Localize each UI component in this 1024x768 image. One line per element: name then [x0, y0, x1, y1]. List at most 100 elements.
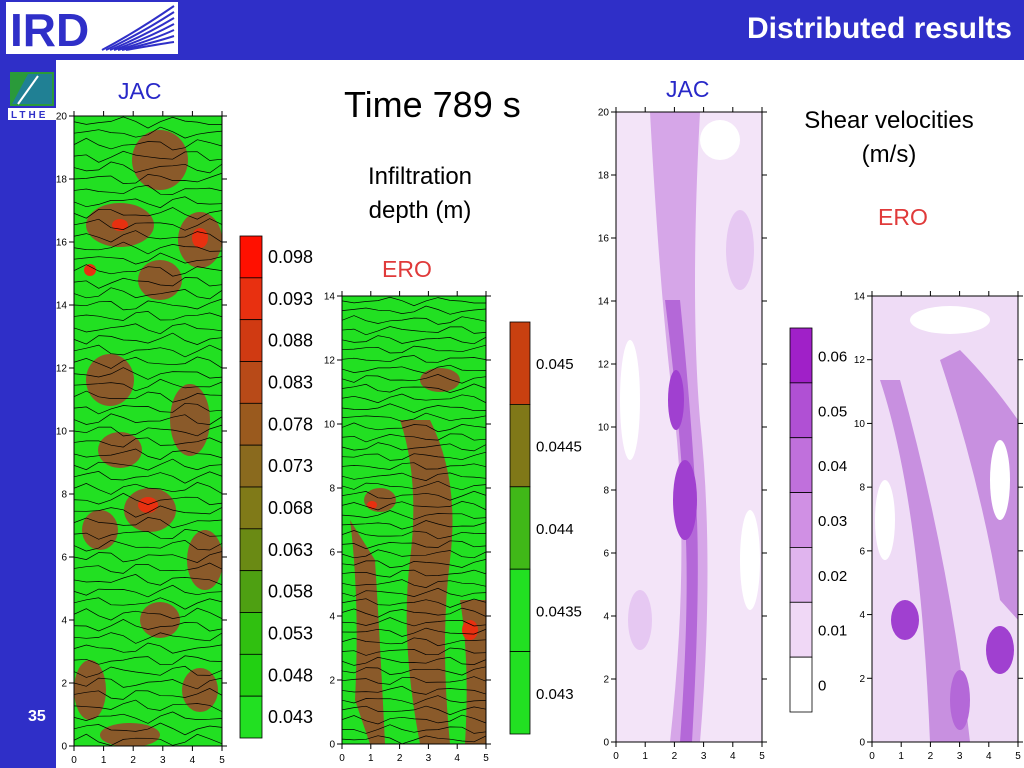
y-tick-label: 2 [603, 675, 609, 686]
y-tick-label: 2 [859, 674, 865, 685]
slide-number: 35 [28, 708, 46, 725]
y-tick-label: 16 [598, 234, 610, 245]
x-tick-label: 1 [898, 751, 904, 762]
colorbar-swatch [239, 486, 263, 530]
jac-infiltration-label: JAC [118, 78, 162, 104]
x-tick-label: 3 [957, 751, 963, 762]
colorbar-label: 0.0445 [536, 439, 582, 456]
colorbar-swatch [789, 327, 813, 384]
infiltration-title: Infiltration depth (m) [352, 160, 488, 228]
y-tick-label: 0 [859, 738, 865, 749]
x-tick-label: 1 [368, 753, 374, 764]
y-tick-label: 18 [598, 171, 610, 182]
x-tick-label: 0 [613, 751, 619, 762]
colorbar-swatch [789, 437, 813, 493]
y-tick-label: 0 [329, 740, 335, 751]
y-tick-label: 2 [329, 676, 335, 687]
x-tick-label: 1 [101, 755, 107, 766]
x-tick-label: 2 [928, 751, 934, 762]
left-sidebar [0, 60, 56, 768]
colorbar-swatch [509, 651, 531, 735]
y-tick-label: 0 [61, 742, 67, 753]
y-tick-label: 6 [603, 549, 609, 560]
infiltration-jac-colorbar: 0.098 0.093 0.088 0.083 0.078 0.073 0.068 0.063… [239, 235, 313, 739]
y-tick-label: 14 [854, 292, 866, 303]
colorbar-swatch [789, 492, 813, 548]
colorbar-swatch [509, 321, 531, 405]
y-tick-label: 0 [603, 738, 609, 749]
x-tick-label: 4 [190, 755, 196, 766]
colorbar-label: 0.088 [268, 331, 313, 351]
colorbar-swatch [789, 656, 813, 713]
x-tick-label: 5 [219, 755, 225, 766]
x-tick-label: 2 [130, 755, 136, 766]
y-tick-label: 6 [859, 546, 865, 557]
colorbar-swatch [239, 235, 263, 279]
colorbar-label: 0.04 [818, 458, 847, 475]
x-tick-label: 2 [672, 751, 678, 762]
y-tick-label: 20 [598, 108, 610, 119]
colorbar-label: 0.073 [268, 456, 313, 476]
colorbar-swatch [509, 403, 531, 488]
infiltration-jac-plot [73, 115, 223, 747]
y-tick-label: 6 [61, 553, 67, 564]
infiltration-title-line2: depth (m) [368, 197, 472, 224]
colorbar-label: 0.098 [268, 247, 313, 267]
colorbar-label: 0.048 [268, 665, 313, 685]
x-tick-label: 5 [1015, 751, 1021, 762]
page-title: Distributed results [746, 12, 1012, 45]
colorbar-label: 0.03 [818, 513, 847, 530]
y-tick-label: 8 [329, 484, 335, 495]
y-tick-label: 6 [329, 548, 335, 559]
colorbar-swatch [239, 612, 263, 655]
colorbar-label: 0.01 [818, 623, 847, 640]
x-tick-label: 0 [339, 753, 345, 764]
y-tick-label: 8 [859, 483, 865, 494]
x-tick-label: 3 [160, 755, 166, 766]
y-tick-label: 4 [859, 610, 865, 621]
x-tick-label: 5 [759, 751, 765, 762]
y-tick-label: 14 [324, 292, 336, 303]
colorbar-label: 0.06 [818, 348, 847, 365]
colorbar-label: 0.058 [268, 582, 313, 602]
colorbar-swatch [239, 319, 263, 362]
infiltration-title-line1: Infiltration [367, 163, 473, 190]
y-tick-label: 8 [603, 486, 609, 497]
y-tick-label: 12 [56, 364, 68, 375]
y-tick-label: 14 [598, 297, 610, 308]
x-tick-label: 4 [986, 751, 992, 762]
colorbar-label: 0.05 [818, 403, 847, 420]
ird-logo: IRD [6, 2, 178, 54]
ero-shear-label: ERO [878, 204, 928, 230]
colorbar-label: 0.068 [268, 498, 313, 518]
x-tick-label: 2 [397, 753, 403, 764]
colorbar-swatch [509, 486, 531, 570]
colorbar-swatch [239, 570, 263, 613]
x-tick-label: 4 [454, 753, 460, 764]
x-tick-label: 5 [483, 753, 489, 764]
colorbar-swatch [789, 601, 813, 658]
colorbar-swatch [239, 653, 263, 697]
colorbar-swatch [239, 402, 263, 446]
svg-text:LTHE: LTHE [11, 110, 48, 120]
infiltration-ero-colorbar: 0.045 0.0445 0.044 0.0435 0.043 [509, 321, 582, 735]
y-tick-label: 10 [854, 419, 866, 430]
colorbar-swatch [239, 361, 263, 404]
y-tick-label: 20 [56, 112, 68, 123]
colorbar-label: 0.093 [268, 289, 313, 309]
jac-shear-label: JAC [666, 76, 710, 102]
colorbar-label: 0 [818, 678, 826, 695]
colorbar-swatch [239, 277, 263, 321]
shear-title-line2: (m/s) [861, 141, 917, 168]
colorbar-swatch [239, 695, 263, 739]
colorbar-label: 0.053 [268, 623, 313, 643]
y-tick-label: 16 [56, 238, 68, 249]
colorbar-label: 0.045 [536, 356, 574, 373]
y-tick-label: 18 [56, 175, 68, 186]
x-tick-label: 0 [869, 751, 875, 762]
colorbar-swatch [789, 547, 813, 603]
